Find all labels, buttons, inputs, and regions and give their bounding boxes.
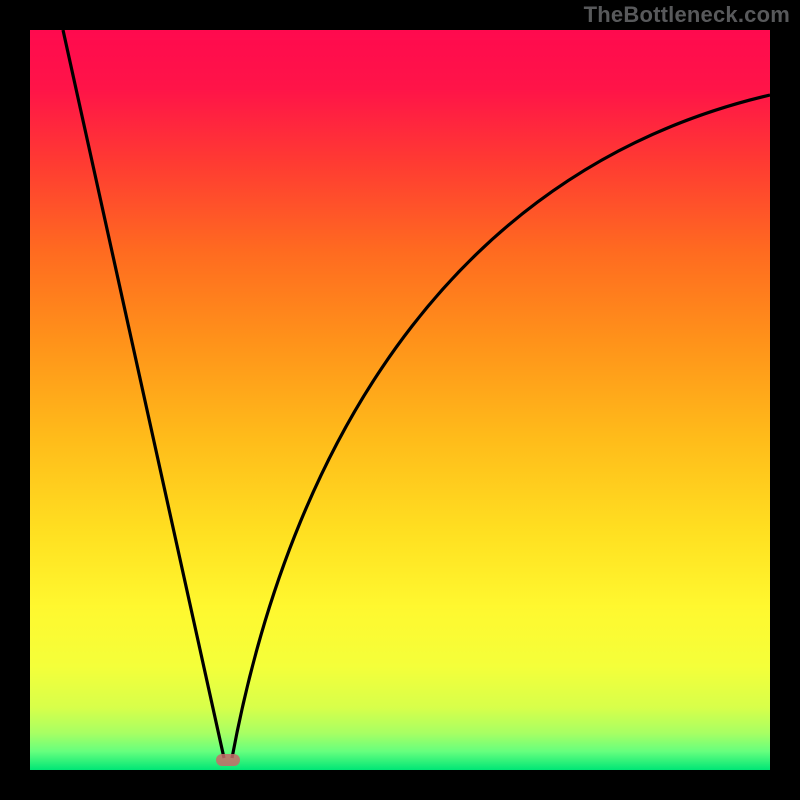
plot-background xyxy=(30,30,770,770)
watermark-label: TheBottleneck.com xyxy=(584,2,790,28)
chart-container: TheBottleneck.com xyxy=(0,0,800,800)
cusp-marker xyxy=(216,754,240,766)
chart-svg xyxy=(0,0,800,800)
